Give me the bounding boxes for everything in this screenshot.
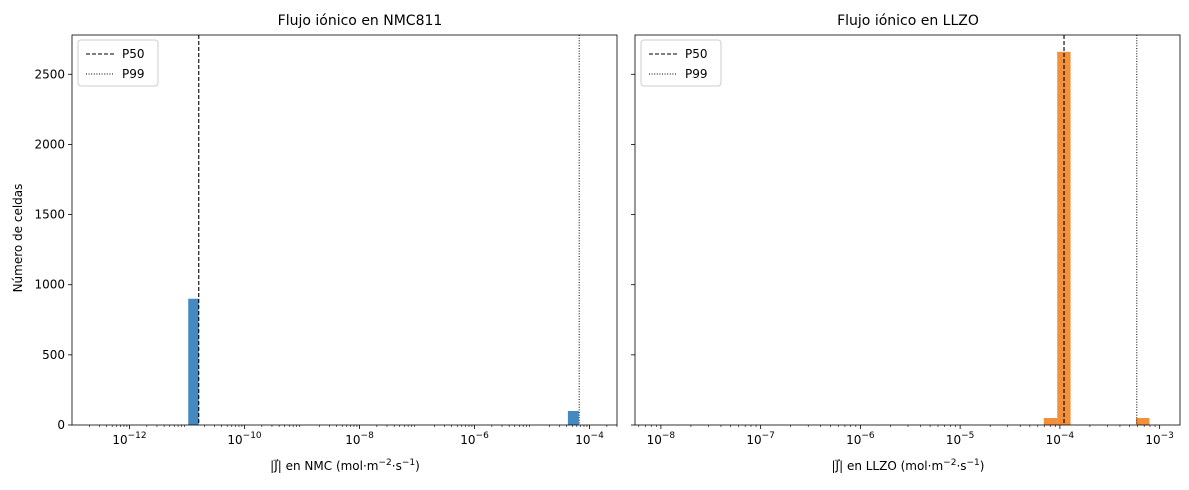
legend-label: P99 xyxy=(685,67,708,81)
x-tick-label: 10−3 xyxy=(1145,431,1174,447)
x-tick-label: 10−7 xyxy=(746,431,775,447)
x-tick-label: 10−4 xyxy=(575,431,604,447)
y-axis-llzo xyxy=(631,73,635,426)
x-tick-label: 10−8 xyxy=(647,431,676,447)
panel-nmc811: Flujo iónico en NMC811 0 500 1000 1500 2000 2… xyxy=(11,13,618,473)
x-tick-label: 10−6 xyxy=(460,431,489,447)
y-tick-label: 1000 xyxy=(34,278,65,292)
legend-label: P99 xyxy=(122,67,145,81)
x-axis-label-nmc: |J⃗| en NMC (mol·m−2·s−1) xyxy=(270,458,420,473)
x-axis-nmc: 10−12 10−10 10−8 10−6 10−4 xyxy=(89,425,618,447)
histogram-bar xyxy=(567,410,579,425)
panel-llzo: Flujo iónico en LLZO 10−8 10−7 10−6 10−5 10−… xyxy=(631,13,1181,473)
axes-frame-nmc xyxy=(71,34,618,426)
y-tick-label: 2000 xyxy=(34,137,65,151)
y-axis-label: Número de celdas xyxy=(11,184,25,293)
histogram-bar xyxy=(1043,417,1058,425)
x-tick-label: 10−4 xyxy=(1046,431,1075,447)
x-axis-llzo: 10−8 10−7 10−6 10−5 10−4 10−3 xyxy=(638,425,1174,447)
y-tick-label: 500 xyxy=(42,348,65,362)
legend-label: P50 xyxy=(685,47,708,61)
x-tick-label: 10−12 xyxy=(112,431,146,447)
histogram-bar xyxy=(1057,51,1071,425)
legend-box xyxy=(640,39,722,87)
axes-frame-llzo xyxy=(634,34,1181,426)
legend-box xyxy=(77,39,159,87)
bars-nmc xyxy=(188,298,579,425)
y-tick-label: 0 xyxy=(57,418,65,432)
x-axis-label-llzo: |J⃗| en LLZO (mol·m−2·s−1) xyxy=(832,458,985,473)
y-tick-label: 2500 xyxy=(34,67,65,81)
histogram-bar xyxy=(188,298,199,425)
bars-llzo xyxy=(1043,51,1150,425)
percentile-lines-llzo xyxy=(1063,35,1138,425)
percentile-lines-nmc xyxy=(198,35,580,425)
x-tick-label: 10−5 xyxy=(946,431,975,447)
x-tick-label: 10−10 xyxy=(227,431,262,447)
histogram-bar xyxy=(1136,417,1150,425)
y-tick-label: 1500 xyxy=(34,208,65,222)
x-tick-label: 10−6 xyxy=(846,431,875,447)
legend-label: P50 xyxy=(122,47,145,61)
x-tick-label: 10−8 xyxy=(345,431,374,447)
y-axis-nmc: 0 500 1000 1500 2000 2500 xyxy=(34,67,72,432)
chart-title-nmc: Flujo iónico en NMC811 xyxy=(278,13,443,29)
chart-title-llzo: Flujo iónico en LLZO xyxy=(837,13,979,29)
